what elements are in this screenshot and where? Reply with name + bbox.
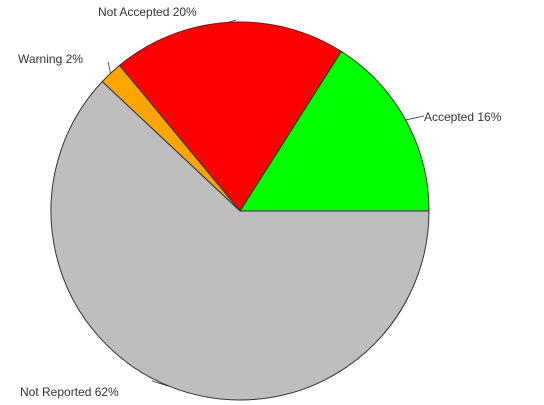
slice-accepted — [239, 50, 430, 212]
pie-slices — [50, 21, 430, 401]
leader-not-reported — [151, 380, 171, 388]
slice-labels: Accepted 16% Not Accepted 20% Warning 2%… — [18, 5, 502, 399]
slice-not-reported — [50, 80, 430, 401]
label-not-accepted: Not Accepted 20% — [98, 5, 197, 19]
leader-warning — [107, 61, 112, 74]
label-not-reported: Not Reported 62% — [20, 385, 119, 399]
leader-not-accepted — [228, 19, 237, 23]
label-leader-lines — [107, 19, 425, 388]
label-accepted: Accepted 16% — [424, 110, 502, 124]
slice-not-accepted — [118, 21, 342, 212]
label-warning: Warning 2% — [18, 52, 83, 66]
leader-accepted — [405, 115, 425, 121]
